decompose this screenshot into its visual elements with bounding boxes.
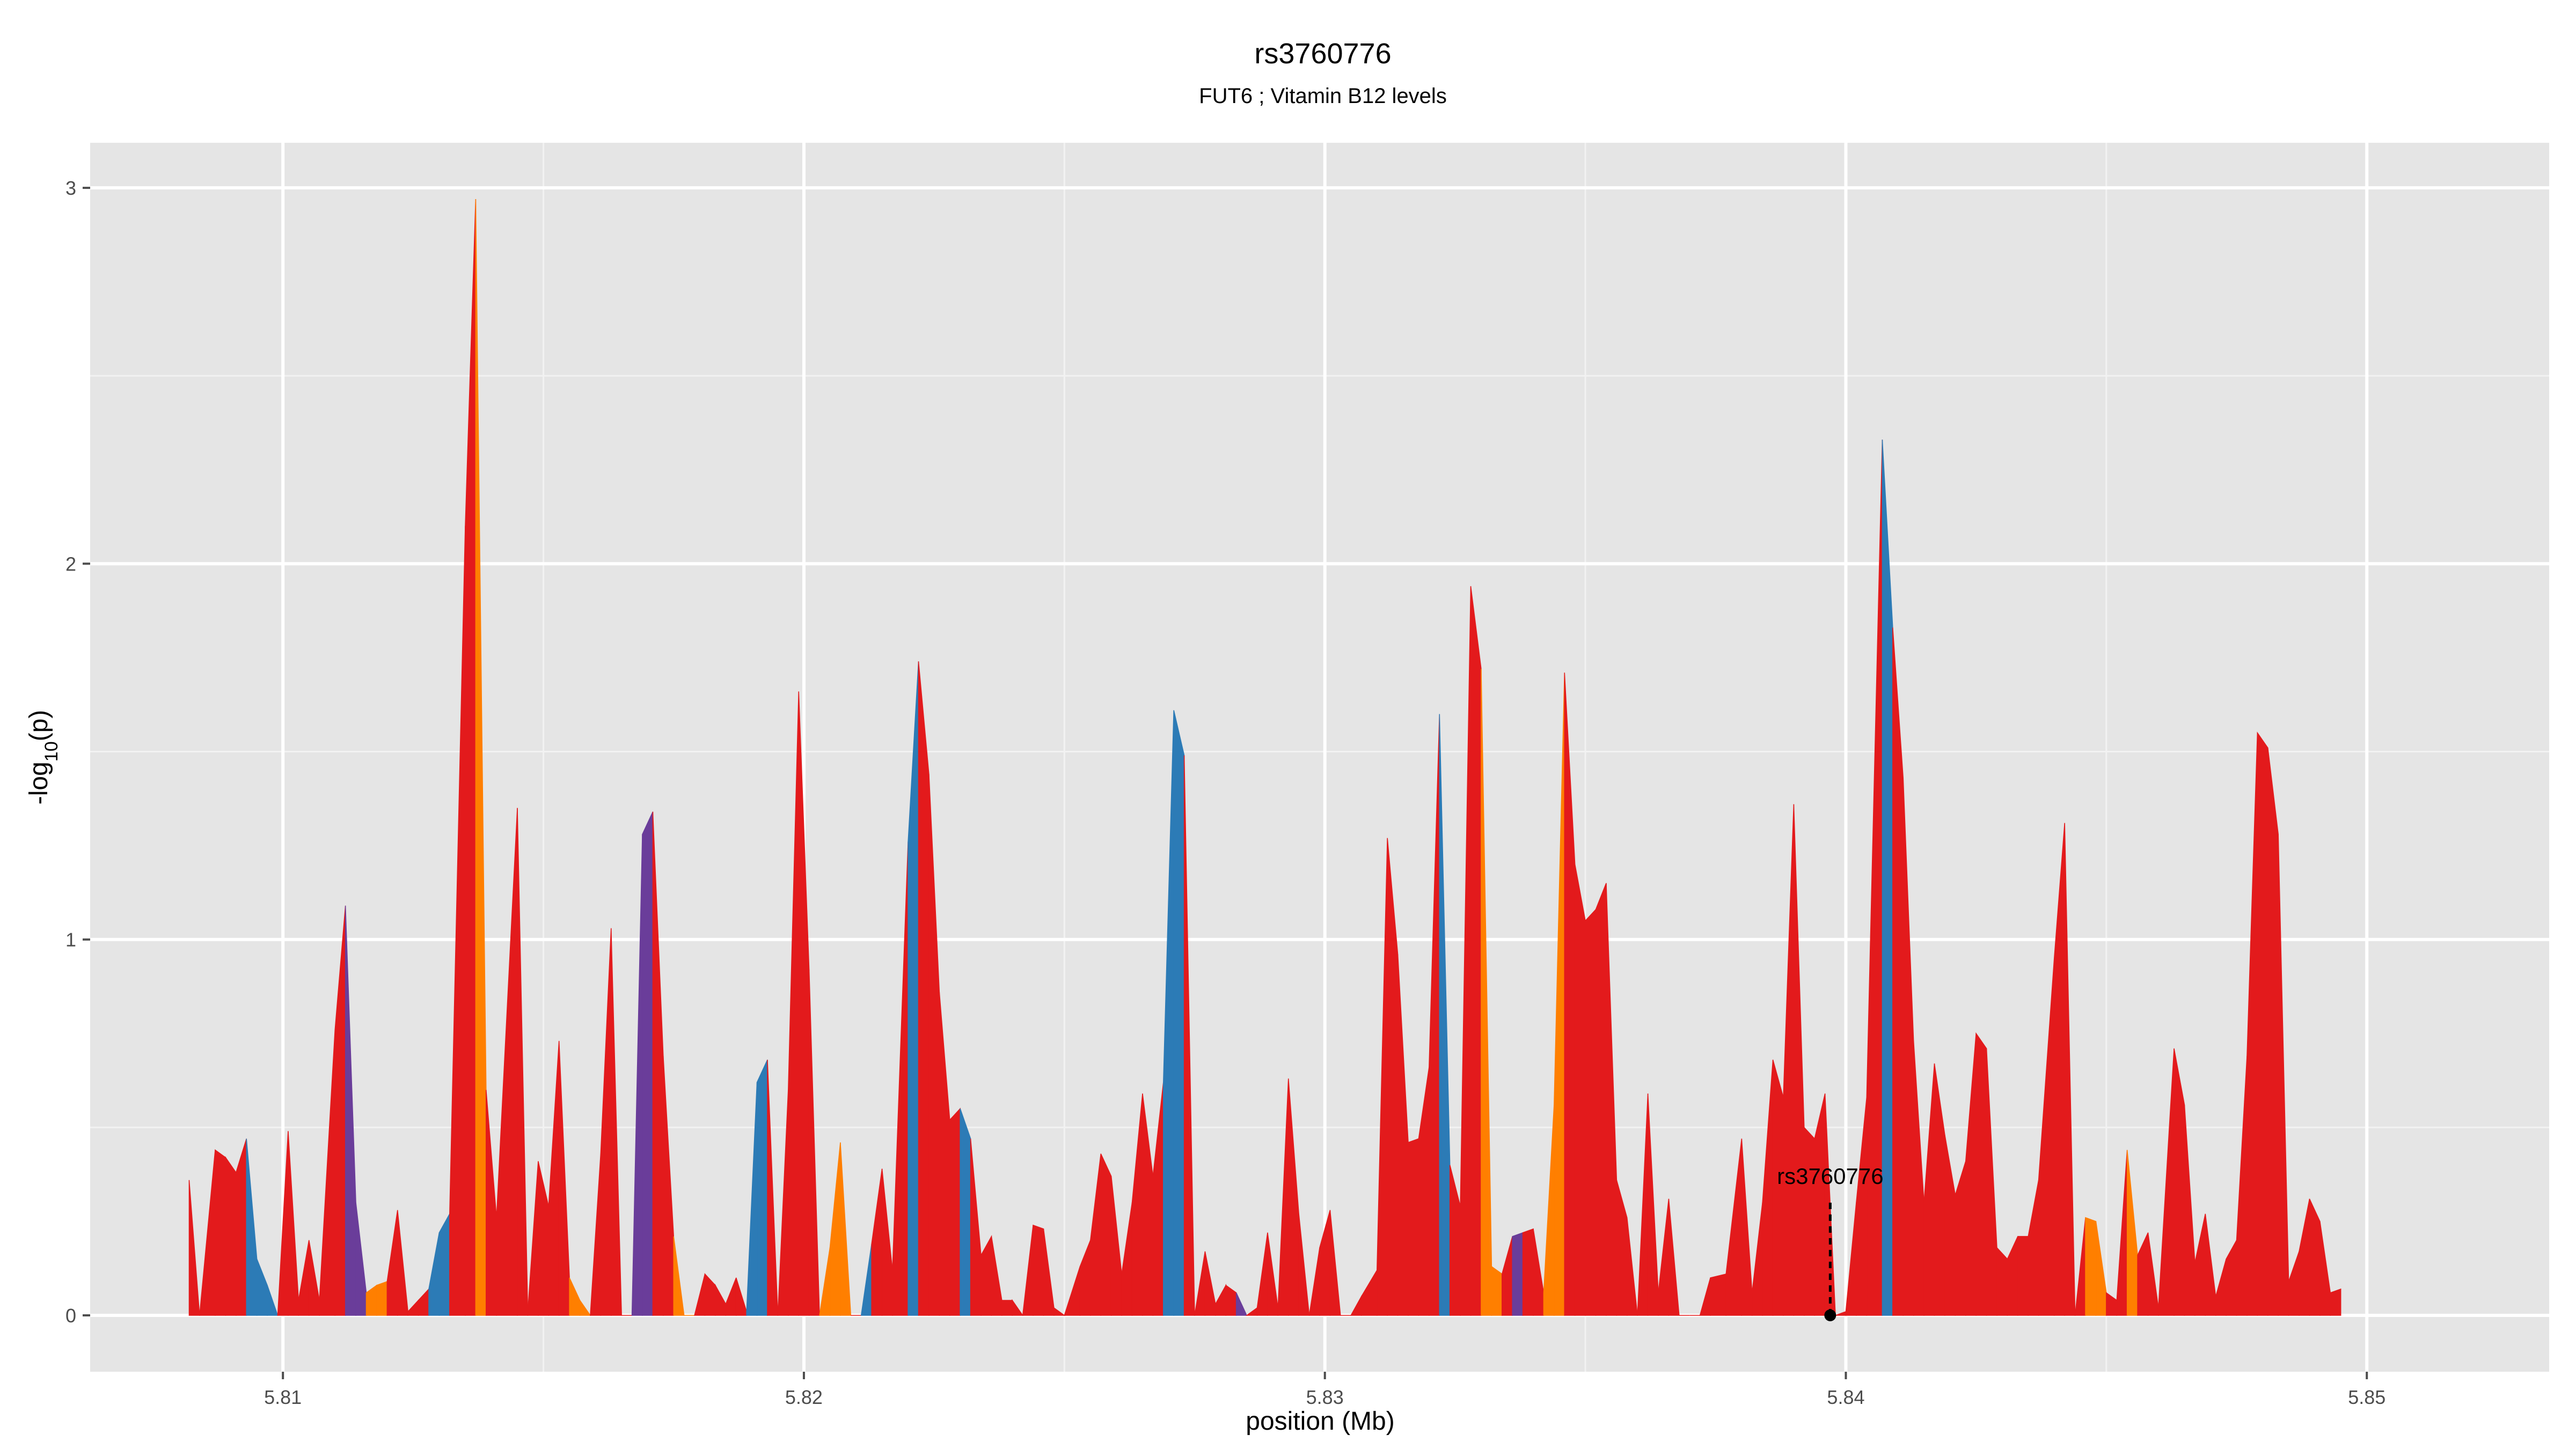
grid-major [90,143,2549,1372]
area-segment [1298,1213,1310,1316]
area-segment [1585,908,1597,1316]
area-segment [1053,1307,1066,1316]
area-segment [267,1285,279,1316]
area-segment [1329,1210,1341,1316]
area-segment [1173,710,1185,1316]
area-segment [918,661,930,1316]
y-tick-label: 2 [65,553,76,575]
y-tick-label: 1 [65,929,76,951]
grid-minor [90,143,2549,1372]
x-tick-label: 5.83 [1306,1386,1344,1408]
area-segment [960,1108,971,1316]
area-segment [1100,1153,1112,1316]
x-tick-label: 5.84 [1827,1386,1864,1408]
area-segment [673,1236,685,1316]
area-segment [376,1280,388,1316]
area-segment [1710,1273,1726,1316]
area-segment [642,811,654,1316]
area-segment [2267,748,2279,1316]
area-segment [1183,755,1195,1316]
area-segment [1668,1198,1680,1316]
x-axis-title: position (Mb) [1246,1407,1394,1436]
highlight-point [1824,1309,1836,1321]
highlight-label: rs3760776 [1777,1163,1884,1189]
area-segment [215,1149,226,1316]
area-segment [2330,1288,2341,1316]
area-segment [1627,1217,1638,1316]
highlight-layer: rs3760776 [1777,1163,1884,1321]
y-axis-title: -log10(p) [25,710,62,805]
y-axis-title-base: -log [25,762,53,804]
area-segment [1235,1292,1248,1316]
area-segment [808,969,820,1316]
area-segment [1001,1300,1013,1316]
area-segment [438,1212,450,1316]
area-segment [1804,1126,1815,1316]
y-tick-label: 3 [65,177,76,199]
area-segment [1574,864,1586,1316]
y-axis-title-tail: (p) [25,710,53,742]
area-segment [767,1059,779,1316]
area-segment [1975,1032,1987,1316]
area-layer [188,199,2341,1316]
area-segment [1033,1224,1044,1316]
area-segment [225,1156,237,1316]
chart-title: rs3760776 [1254,38,1391,70]
area-segment [611,928,622,1316]
y-tick-label: 0 [65,1305,76,1327]
area-segment [2085,1217,2097,1316]
area-segment [840,1142,852,1316]
area-segment [1512,1232,1524,1316]
area-segment [1408,1138,1419,1316]
x-tick-label: 5.85 [2348,1386,2385,1408]
chart-subtitle: FUT6 ; Vitamin B12 levels [1199,84,1447,108]
area-segment [579,1299,591,1316]
area-segment [2064,823,2076,1316]
area-segment [949,1107,961,1316]
area-segment [2017,1236,2029,1316]
area-segment [2257,731,2268,1316]
x-axis-ticks: 5.81 5.82 5.83 5.84 5.85 [264,1372,2385,1408]
area-segment [1012,1299,1024,1316]
area-segment [1491,1265,1503,1316]
area-segment [1470,586,1482,1316]
x-tick-label: 5.81 [264,1386,302,1408]
x-tick-label: 5.82 [785,1386,823,1408]
y-axis-title-subscript: 10 [41,741,62,762]
area-segment [1522,1228,1534,1316]
y-axis-ticks: 0 1 2 3 [65,177,90,1327]
area-segment [1996,1246,2008,1316]
area-segment [756,1059,768,1316]
area-segment [1595,883,1607,1316]
area-segment [188,1180,200,1316]
